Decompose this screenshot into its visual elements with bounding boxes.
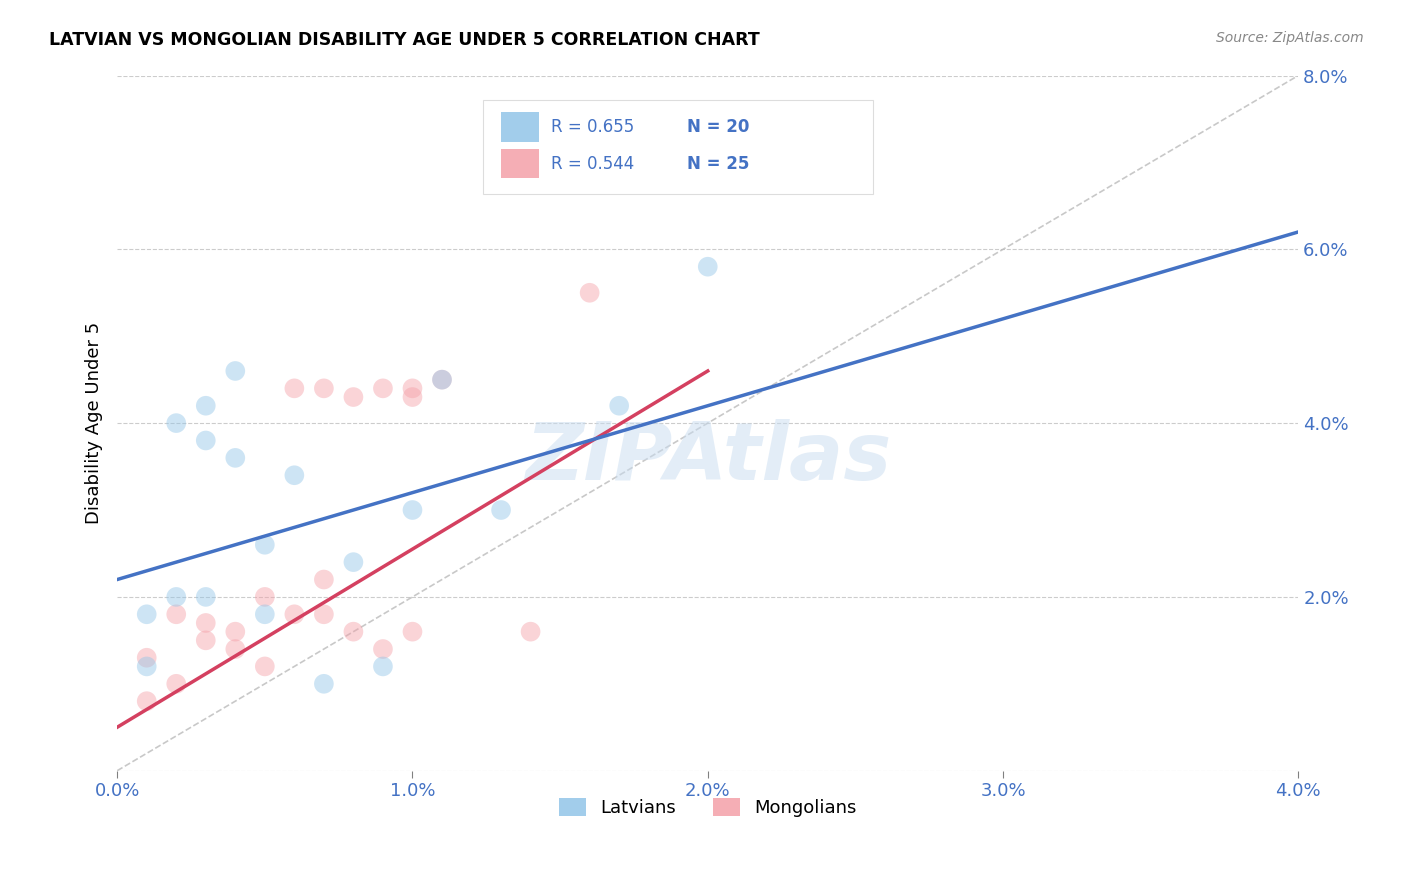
Point [312, 381, 335, 395]
Point [312, 677, 335, 691]
Point [401, 624, 423, 639]
Text: N = 25: N = 25 [686, 155, 749, 173]
Point [253, 659, 276, 673]
Text: Source: ZipAtlas.com: Source: ZipAtlas.com [1216, 31, 1364, 45]
Text: N = 20: N = 20 [686, 118, 749, 136]
Text: ZIPAtlas: ZIPAtlas [524, 419, 891, 497]
Point [194, 615, 217, 630]
Point [135, 650, 157, 665]
Point [371, 659, 394, 673]
Text: R = 0.655: R = 0.655 [551, 118, 634, 136]
Point [283, 468, 305, 483]
Point [401, 503, 423, 517]
Point [401, 390, 423, 404]
Point [135, 659, 157, 673]
Point [253, 590, 276, 604]
Point [342, 624, 364, 639]
FancyBboxPatch shape [484, 100, 873, 194]
Point [342, 390, 364, 404]
Text: LATVIAN VS MONGOLIAN DISABILITY AGE UNDER 5 CORRELATION CHART: LATVIAN VS MONGOLIAN DISABILITY AGE UNDE… [49, 31, 761, 49]
Point [371, 642, 394, 657]
FancyBboxPatch shape [501, 149, 538, 178]
Point [430, 373, 453, 387]
Legend: Latvians, Mongolians: Latvians, Mongolians [553, 790, 863, 824]
Y-axis label: Disability Age Under 5: Disability Age Under 5 [86, 322, 103, 524]
Point [519, 624, 541, 639]
Point [165, 607, 187, 622]
Point [194, 633, 217, 648]
Point [224, 624, 246, 639]
Point [135, 694, 157, 708]
Point [696, 260, 718, 274]
Point [165, 590, 187, 604]
Point [253, 538, 276, 552]
Point [224, 642, 246, 657]
Point [430, 373, 453, 387]
Point [607, 399, 630, 413]
Point [253, 607, 276, 622]
FancyBboxPatch shape [501, 112, 538, 142]
Point [194, 590, 217, 604]
Point [165, 677, 187, 691]
Point [194, 434, 217, 448]
Point [165, 416, 187, 430]
Point [283, 607, 305, 622]
Point [135, 607, 157, 622]
Point [342, 555, 364, 569]
Point [224, 450, 246, 465]
Point [371, 381, 394, 395]
Point [283, 381, 305, 395]
Point [224, 364, 246, 378]
Point [312, 607, 335, 622]
Point [401, 381, 423, 395]
Text: R = 0.544: R = 0.544 [551, 155, 634, 173]
Point [489, 503, 512, 517]
Point [194, 399, 217, 413]
Point [312, 573, 335, 587]
Point [578, 285, 600, 300]
